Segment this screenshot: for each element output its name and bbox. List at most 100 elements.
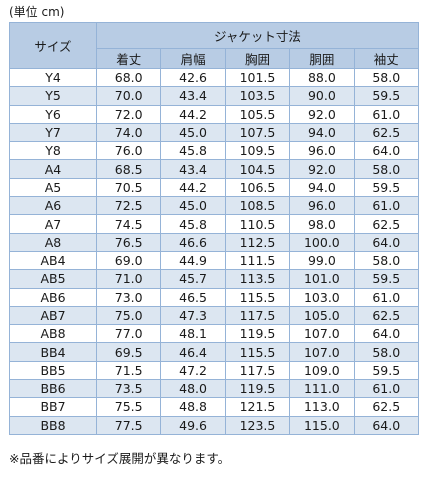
chest-cell: 123.5	[224, 415, 291, 435]
length-cell: 76.5	[95, 232, 162, 252]
shoulder-cell: 43.4	[160, 159, 226, 179]
size-cell: Y6	[9, 104, 97, 124]
size-cell: Y5	[9, 86, 97, 106]
length-cell: 75.0	[95, 305, 162, 326]
length-cell: 70.0	[95, 86, 162, 106]
table-row: A6 72.5 45.0 108.5 96.0 61.0	[9, 196, 419, 216]
waist-cell: 109.0	[289, 360, 355, 381]
chest-cell: 119.5	[224, 379, 291, 399]
table-row: A4 68.5 43.4 104.5 92.0 58.0	[9, 159, 419, 179]
waist-cell: 98.0	[289, 214, 355, 234]
column-header-waist: 胴囲	[289, 48, 355, 69]
chest-cell: 117.5	[224, 305, 291, 326]
table-row: A7 74.5 45.8 110.5 98.0 62.5	[9, 214, 419, 234]
chest-cell: 103.5	[224, 86, 291, 106]
chest-cell: 109.5	[224, 141, 291, 161]
size-cell: A6	[9, 196, 97, 216]
chest-cell: 101.5	[224, 67, 291, 88]
shoulder-cell: 45.0	[160, 196, 226, 216]
table-row: A5 70.5 44.2 106.5 94.0 59.5	[9, 177, 419, 198]
chest-cell: 121.5	[224, 397, 291, 417]
table-row: BB5 71.5 47.2 117.5 109.0 59.5	[9, 360, 419, 381]
waist-cell: 107.0	[289, 342, 355, 362]
size-cell: Y4	[9, 67, 97, 88]
table-row: BB7 75.5 48.8 121.5 113.0 62.5	[9, 397, 419, 417]
waist-cell: 101.0	[289, 269, 355, 289]
size-cell: AB4	[9, 250, 97, 271]
sleeve-cell: 58.0	[353, 342, 419, 362]
table-body: Y4 68.0 42.6 101.5 88.0 58.0 Y5 70.0 43.4 103.5 90…	[9, 67, 419, 435]
sleeve-cell: 64.0	[353, 324, 419, 344]
table-row: Y8 76.0 45.8 109.5 96.0 64.0	[9, 141, 419, 161]
shoulder-cell: 48.8	[160, 397, 226, 417]
shoulder-cell: 46.5	[160, 287, 226, 307]
table-row: BB8 77.5 49.6 123.5 115.0 64.0	[9, 415, 419, 435]
size-column-header: サイズ	[9, 22, 97, 69]
shoulder-cell: 44.2	[160, 177, 226, 198]
waist-cell: 90.0	[289, 86, 355, 106]
table-row: Y4 68.0 42.6 101.5 88.0 58.0	[9, 67, 419, 88]
chest-cell: 112.5	[224, 232, 291, 252]
table-row: Y5 70.0 43.4 103.5 90.0 59.5	[9, 86, 419, 106]
size-cell: AB5	[9, 269, 97, 289]
length-cell: 69.5	[95, 342, 162, 362]
column-header-length: 着丈	[95, 48, 162, 69]
length-cell: 72.5	[95, 196, 162, 216]
length-cell: 70.5	[95, 177, 162, 198]
size-cell: A7	[9, 214, 97, 234]
chest-cell: 104.5	[224, 159, 291, 179]
shoulder-cell: 49.6	[160, 415, 226, 435]
sleeve-cell: 64.0	[353, 232, 419, 252]
shoulder-cell: 46.6	[160, 232, 226, 252]
waist-cell: 107.0	[289, 324, 355, 344]
size-cell: BB6	[9, 379, 97, 399]
waist-cell: 94.0	[289, 122, 355, 143]
chest-cell: 115.5	[224, 287, 291, 307]
waist-cell: 92.0	[289, 104, 355, 124]
waist-cell: 113.0	[289, 397, 355, 417]
waist-cell: 105.0	[289, 305, 355, 326]
size-cell: BB4	[9, 342, 97, 362]
size-chart-table: サイズ ジャケット寸法 着丈 肩幅 胸囲 胴囲 袖丈 Y4 68.0 42.6 101…	[9, 22, 419, 435]
length-cell: 72.0	[95, 104, 162, 124]
table-row: BB6 73.5 48.0 119.5 111.0 61.0	[9, 379, 419, 399]
chest-cell: 119.5	[224, 324, 291, 344]
sleeve-cell: 59.5	[353, 177, 419, 198]
size-cell: AB6	[9, 287, 97, 307]
column-header-chest: 胸囲	[224, 48, 291, 69]
sleeve-cell: 62.5	[353, 214, 419, 234]
chest-cell: 110.5	[224, 214, 291, 234]
length-cell: 68.0	[95, 67, 162, 88]
waist-cell: 111.0	[289, 379, 355, 399]
table-row: AB4 69.0 44.9 111.5 99.0 58.0	[9, 250, 419, 271]
waist-cell: 99.0	[289, 250, 355, 271]
waist-cell: 100.0	[289, 232, 355, 252]
shoulder-cell: 48.0	[160, 379, 226, 399]
length-cell: 74.0	[95, 122, 162, 143]
size-cell: A5	[9, 177, 97, 198]
column-header-shoulder: 肩幅	[160, 48, 226, 69]
chest-cell: 108.5	[224, 196, 291, 216]
shoulder-cell: 48.1	[160, 324, 226, 344]
waist-cell: 96.0	[289, 141, 355, 161]
length-cell: 76.0	[95, 141, 162, 161]
sleeve-cell: 61.0	[353, 104, 419, 124]
shoulder-cell: 45.0	[160, 122, 226, 143]
shoulder-cell: 45.7	[160, 269, 226, 289]
length-cell: 77.5	[95, 415, 162, 435]
sleeve-cell: 59.5	[353, 360, 419, 381]
chest-cell: 113.5	[224, 269, 291, 289]
table-row: Y7 74.0 45.0 107.5 94.0 62.5	[9, 122, 419, 143]
waist-cell: 92.0	[289, 159, 355, 179]
table-row: AB8 77.0 48.1 119.5 107.0 64.0	[9, 324, 419, 344]
length-cell: 75.5	[95, 397, 162, 417]
size-cell: BB8	[9, 415, 97, 435]
sleeve-cell: 61.0	[353, 287, 419, 307]
chest-cell: 115.5	[224, 342, 291, 362]
size-cell: BB5	[9, 360, 97, 381]
unit-label: (単位 cm)	[9, 5, 65, 19]
shoulder-cell: 43.4	[160, 86, 226, 106]
sleeve-cell: 62.5	[353, 122, 419, 143]
size-cell: AB7	[9, 305, 97, 326]
sleeve-cell: 58.0	[353, 67, 419, 88]
